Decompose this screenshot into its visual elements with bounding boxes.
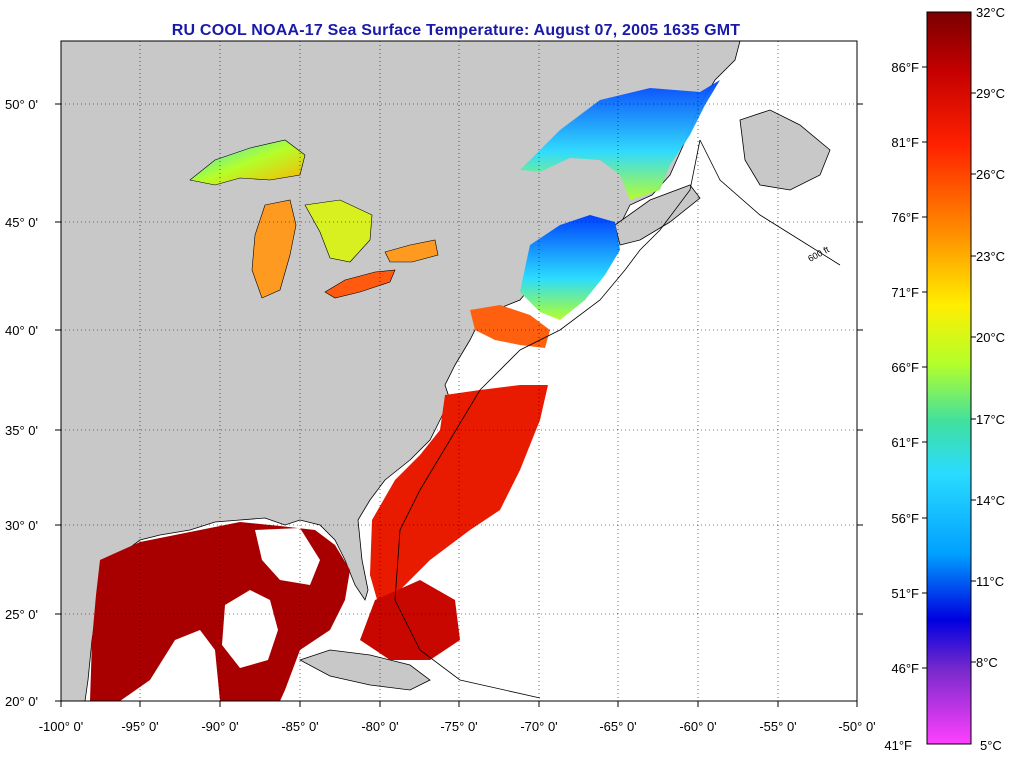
celsius-label: 23°C — [976, 249, 1005, 264]
map-title: RU COOL NOAA-17 Sea Surface Temperature:… — [171, 22, 741, 39]
lat-label: 45° 0' — [5, 215, 38, 230]
lon-label: -65° 0' — [599, 719, 636, 734]
lon-label: -70° 0' — [520, 719, 557, 734]
celsius-label: 32°C — [976, 5, 1005, 20]
lat-label: 30° 0' — [5, 518, 38, 533]
fahrenheit-label: 46°F — [891, 661, 919, 676]
colorbar — [926, 11, 972, 745]
gulf-data-gap-2 — [255, 528, 320, 585]
lon-label: -90° 0' — [201, 719, 238, 734]
fahrenheit-label: 81°F — [891, 135, 919, 150]
bahamas-sst — [360, 580, 460, 660]
fahrenheit-label: 61°F — [891, 435, 919, 450]
lon-label: -85° 0' — [281, 719, 318, 734]
celsius-label: 14°C — [976, 493, 1005, 508]
isobath-contour — [394, 139, 841, 699]
celsius-label: 5°C — [980, 738, 1002, 753]
fahrenheit-label: 66°F — [891, 360, 919, 375]
celsius-label: 20°C — [976, 330, 1005, 345]
lon-label: -100° 0' — [39, 719, 84, 734]
newfoundland-land — [739, 109, 831, 191]
lon-label: -50° 0' — [838, 719, 875, 734]
lat-label: 50° 0' — [5, 97, 38, 112]
lat-label: 20° 0' — [5, 694, 38, 709]
lon-label: -55° 0' — [759, 719, 796, 734]
lake-superior — [189, 139, 306, 186]
colorbar-ticks — [922, 66, 976, 669]
st-lawrence-sst — [520, 80, 720, 200]
fahrenheit-label: 56°F — [891, 511, 919, 526]
nova-scotia-land — [614, 184, 701, 246]
lake-michigan — [251, 199, 297, 299]
fahrenheit-label: 86°F — [891, 60, 919, 75]
lake-erie — [324, 269, 396, 299]
lon-label: -75° 0' — [440, 719, 477, 734]
fahrenheit-label: 51°F — [891, 586, 919, 601]
lon-label: -60° 0' — [679, 719, 716, 734]
lake-huron — [304, 199, 373, 263]
lat-label: 25° 0' — [5, 607, 38, 622]
frame-ticks — [55, 103, 863, 707]
celsius-label: 11°C — [976, 574, 1004, 589]
gulf-data-gap — [222, 590, 278, 668]
fahrenheit-label: 76°F — [891, 210, 919, 225]
celsius-label: 26°C — [976, 167, 1005, 182]
fahrenheit-labels: 86°F 81°F 76°F 71°F 66°F 61°F 56°F 51°F … — [884, 60, 919, 753]
lon-labels: -100° 0' -95° 0' -90° 0' -85° 0' -80° 0'… — [39, 719, 876, 734]
celsius-labels: 32°C 29°C 26°C 23°C 20°C 17°C 14°C 11°C … — [976, 5, 1005, 753]
fahrenheit-label: 41°F — [884, 738, 912, 753]
cuba-land — [298, 649, 431, 691]
celsius-label: 8°C — [976, 655, 998, 670]
lake-ontario — [384, 239, 439, 263]
grid-lines — [61, 41, 857, 701]
land-mass — [61, 41, 741, 701]
lon-label: -80° 0' — [361, 719, 398, 734]
celsius-label: 29°C — [976, 86, 1005, 101]
lat-label: 40° 0' — [5, 323, 38, 338]
lat-labels: 50° 0' 45° 0' 40° 0' 35° 0' 30° 0' 25° 0… — [5, 97, 38, 709]
fahrenheit-label: 71°F — [891, 285, 919, 300]
lat-label: 35° 0' — [5, 423, 38, 438]
lon-label: -95° 0' — [121, 719, 158, 734]
celsius-label: 17°C — [976, 412, 1005, 427]
mid-atlantic-sst — [470, 305, 550, 348]
gulf-of-maine-sst — [520, 215, 620, 320]
